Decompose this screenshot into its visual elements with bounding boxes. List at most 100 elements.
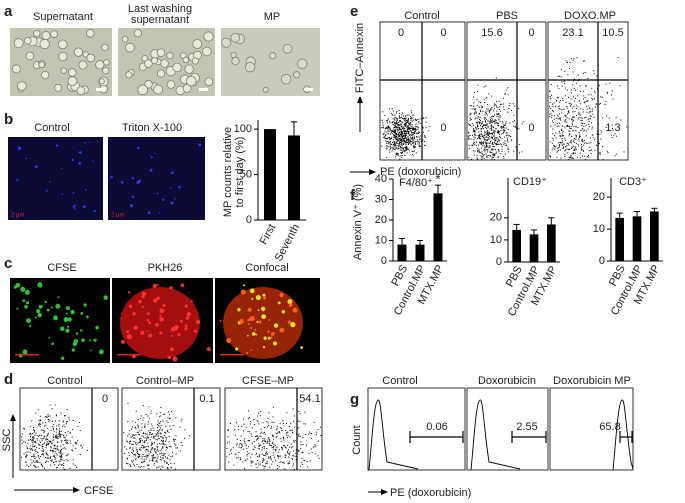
- event-dot: [583, 126, 584, 127]
- event-dot: [475, 132, 476, 133]
- event-dot: [158, 436, 159, 437]
- event-dot: [399, 138, 400, 139]
- event-dot: [507, 147, 508, 148]
- event-dot: [256, 431, 257, 432]
- event-dot: [508, 149, 509, 150]
- panel-title: MP: [264, 11, 281, 23]
- event-dot: [138, 427, 139, 428]
- event-dot: [589, 108, 590, 109]
- event-dot: [402, 137, 403, 138]
- event-dot: [424, 135, 425, 136]
- event-dot: [132, 436, 133, 437]
- event-dot: [283, 439, 284, 440]
- event-dot: [54, 431, 55, 432]
- event-dot: [159, 438, 160, 439]
- event-dot: [472, 145, 473, 146]
- event-dot: [506, 128, 507, 129]
- event-dot: [274, 457, 275, 458]
- cell: [193, 40, 202, 49]
- event-dot: [491, 125, 492, 126]
- event-dot: [587, 100, 588, 101]
- event-dot: [412, 143, 413, 144]
- event-dot: [409, 140, 410, 141]
- event-dot: [269, 445, 270, 446]
- event-dot: [556, 100, 557, 101]
- event-dot: [312, 452, 313, 453]
- event-dot: [31, 440, 32, 441]
- event-dot: [578, 144, 579, 145]
- event-dot: [415, 144, 416, 145]
- event-dot: [573, 141, 574, 142]
- scale-text: 2 μm: [111, 213, 124, 219]
- event-dot: [507, 149, 508, 150]
- event-dot: [411, 128, 412, 129]
- event-dot: [588, 143, 589, 144]
- event-dot: [246, 448, 247, 449]
- event-dot: [484, 151, 485, 152]
- fluor-spot: [180, 320, 183, 323]
- bar: [547, 224, 556, 262]
- event-dot: [46, 416, 47, 417]
- event-dot: [549, 116, 550, 117]
- event-dot: [585, 117, 586, 118]
- event-dot: [558, 126, 559, 127]
- event-dot: [626, 126, 627, 127]
- event-dot: [127, 421, 128, 422]
- event-dot: [574, 149, 575, 150]
- fluor-spot: [241, 289, 246, 294]
- event-dot: [485, 127, 486, 128]
- event-dot: [567, 62, 568, 63]
- event-dot: [162, 455, 163, 456]
- event-dot: [549, 102, 550, 103]
- event-dot: [270, 458, 271, 459]
- event-dot: [301, 462, 302, 463]
- event-dot: [164, 461, 165, 462]
- event-dot: [555, 133, 556, 134]
- event-dot: [509, 123, 510, 124]
- event-dot: [304, 460, 305, 461]
- event-dot: [571, 99, 572, 100]
- event-dot: [387, 138, 388, 139]
- event-dot: [477, 105, 478, 106]
- event-dot: [505, 154, 506, 155]
- event-dot: [278, 458, 279, 459]
- event-dot: [276, 429, 277, 430]
- event-dot: [32, 437, 33, 438]
- event-dot: [487, 151, 488, 152]
- event-dot: [552, 104, 553, 105]
- event-dot: [406, 133, 407, 134]
- event-dot: [130, 466, 131, 467]
- event-dot: [66, 455, 67, 456]
- event-dot: [573, 116, 574, 117]
- event-dot: [551, 115, 552, 116]
- event-dot: [382, 111, 383, 112]
- event-dot: [502, 151, 503, 152]
- event-dot: [496, 152, 497, 153]
- event-dot: [549, 114, 550, 115]
- event-dot: [64, 460, 65, 461]
- event-dot: [73, 459, 74, 460]
- event-dot: [498, 139, 499, 140]
- event-dot: [596, 75, 597, 76]
- fluor-spot: [51, 306, 53, 308]
- event-dot: [505, 143, 506, 144]
- event-dot: [155, 452, 156, 453]
- event-dot: [389, 137, 390, 138]
- event-dot: [397, 149, 398, 150]
- event-dot: [570, 103, 571, 104]
- event-dot: [158, 456, 159, 457]
- event-dot: [254, 446, 255, 447]
- event-dot: [494, 105, 495, 106]
- event-dot: [283, 423, 284, 424]
- fluor-spot: [171, 335, 173, 337]
- event-dot: [490, 122, 491, 123]
- event-dot: [243, 449, 244, 450]
- event-dot: [400, 140, 401, 141]
- event-dot: [275, 450, 276, 451]
- fluor-spot: [246, 352, 248, 354]
- event-dot: [164, 414, 165, 415]
- event-dot: [134, 435, 135, 436]
- event-dot: [398, 137, 399, 138]
- event-dot: [503, 156, 504, 157]
- event-dot: [400, 124, 401, 125]
